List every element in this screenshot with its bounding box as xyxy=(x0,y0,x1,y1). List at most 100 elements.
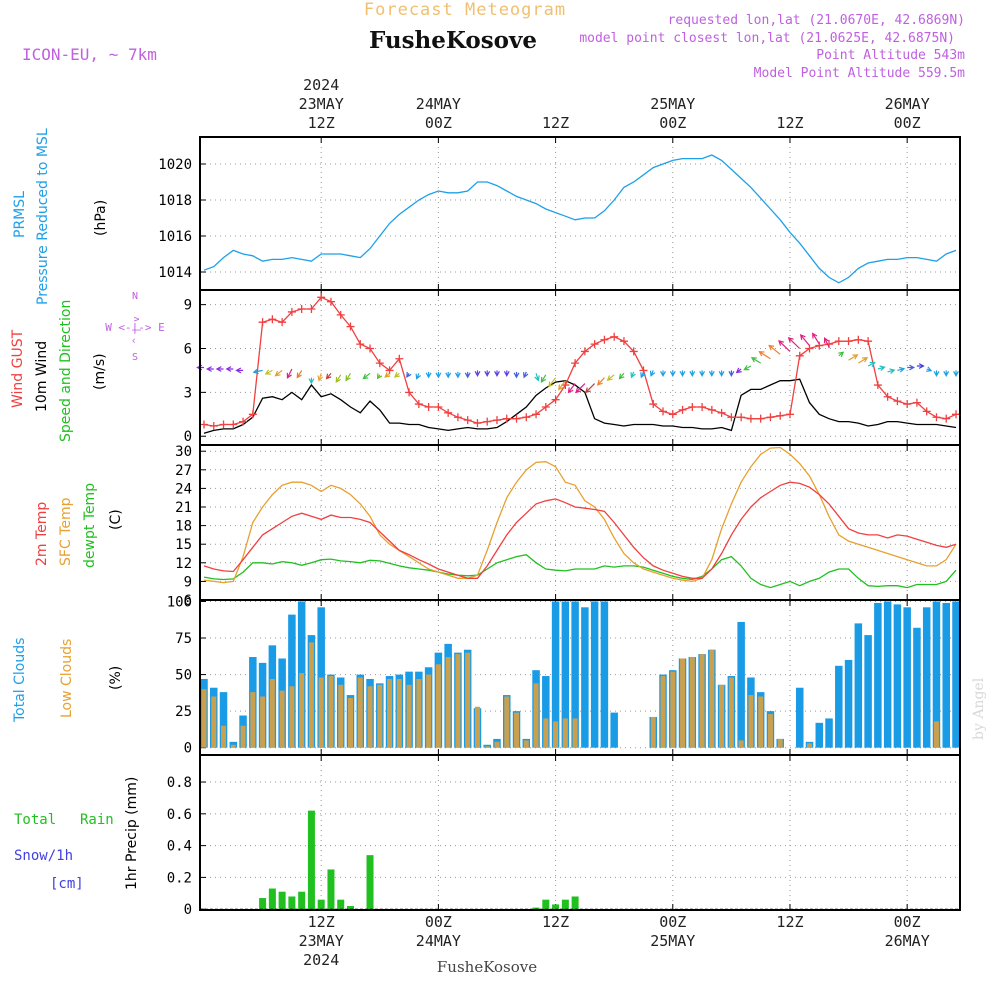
wind-direction-arrow xyxy=(649,370,656,377)
gust-marker xyxy=(375,359,384,368)
low-clouds-bar xyxy=(572,718,578,748)
total-clouds-bar xyxy=(922,607,931,748)
gust-marker xyxy=(326,297,335,306)
gust-marker xyxy=(815,341,824,350)
low-clouds-bar xyxy=(269,678,275,748)
gust-marker xyxy=(356,340,365,349)
rain-bar xyxy=(259,898,267,910)
low-clouds-bar xyxy=(250,692,256,748)
low-clouds-bar xyxy=(338,684,344,748)
gust-marker xyxy=(414,400,423,409)
gust-marker xyxy=(483,417,492,426)
low-clouds-bar xyxy=(455,654,461,748)
low-clouds-bar xyxy=(709,649,715,748)
wind-direction-arrow xyxy=(494,370,500,377)
wind-direction-arrow xyxy=(660,370,666,377)
low-clouds-bar xyxy=(689,657,695,748)
gust-marker xyxy=(903,400,912,409)
gust-marker xyxy=(551,395,560,404)
gust-marker xyxy=(659,407,668,416)
rain-bar xyxy=(298,891,306,910)
time-label: 12Z xyxy=(776,114,803,132)
rain-bar xyxy=(278,891,286,910)
temperature-ytick-label: 27 xyxy=(175,463,192,479)
temperature-ytick-label: 21 xyxy=(175,500,192,516)
clouds-panel: 0 25 50 75 100 xyxy=(167,594,960,757)
time-label: 00Z xyxy=(425,114,452,132)
wind-direction-arrow xyxy=(558,380,566,391)
low-clouds-bar xyxy=(514,712,520,748)
gust-marker xyxy=(893,397,902,406)
low-clouds-bar xyxy=(562,718,568,748)
wind-direction-arrow xyxy=(215,366,224,372)
gust-marker xyxy=(707,405,716,414)
total-clouds-bar xyxy=(610,712,618,748)
wind-direction-arrow xyxy=(584,383,596,394)
snow-label: Snow/1h xyxy=(14,848,73,864)
time-label: 2024 xyxy=(303,951,339,969)
low-clouds-bar xyxy=(533,683,539,748)
pressure-frame xyxy=(199,136,961,291)
gust-marker xyxy=(248,410,257,419)
wind-direction-arrow xyxy=(345,372,352,382)
total-clouds-bar xyxy=(952,601,960,748)
model-name: ICON-EU, ~ 7km xyxy=(22,45,157,64)
gust-marker xyxy=(795,351,804,360)
total-clouds-bar xyxy=(864,635,872,748)
total-clouds-bar xyxy=(913,627,921,748)
model-point-altitude: Model Point Altitude 559.5m xyxy=(754,66,965,81)
wind-direction-arrow xyxy=(393,372,400,378)
prmsl-line xyxy=(203,154,957,284)
gust-marker xyxy=(883,392,892,401)
wind-direction-arrow xyxy=(735,367,742,374)
wind-direction-arrow xyxy=(877,365,886,372)
temperature-panel-labels: 2m Temp SFC Temp dewpt Temp (C) xyxy=(34,483,124,568)
low-clouds-bar xyxy=(494,741,500,748)
wind-direction-arrow xyxy=(540,374,547,383)
sfc-label: SFC Temp xyxy=(58,497,74,566)
precip-unit: 1hr Precip (mm) xyxy=(124,777,140,890)
total-clouds-bar xyxy=(835,665,843,748)
wind-direction-arrow xyxy=(575,383,586,394)
dew-label: dewpt Temp xyxy=(82,483,98,568)
gust-marker xyxy=(932,413,941,422)
clouds-panel-labels: Total Clouds Low Clouds (%) xyxy=(12,638,124,723)
wind-direction-arrow xyxy=(718,370,725,377)
total-clouds-label: Total Clouds xyxy=(12,638,28,723)
low-clouds-bar xyxy=(201,689,207,748)
total-clouds-bar xyxy=(600,601,609,748)
wind-direction-arrow xyxy=(425,371,432,379)
wind-direction-arrow xyxy=(503,370,510,377)
gust-marker xyxy=(619,337,628,346)
temperature-ytick-label: 24 xyxy=(175,481,192,497)
wind-ytick-label: 6 xyxy=(184,341,192,357)
precip-ytick-label: 0.4 xyxy=(167,839,192,855)
temperature-ytick-label: 30 xyxy=(175,444,192,460)
wind-direction-arrow xyxy=(812,332,820,345)
low-clouds-bar xyxy=(767,714,773,748)
wind-direction-arrow xyxy=(916,363,925,369)
gust-marker xyxy=(278,318,287,327)
point-altitude: Point Altitude 543m xyxy=(816,48,965,63)
gust-marker xyxy=(512,414,521,423)
gust-marker xyxy=(912,398,921,407)
compass-s: S xyxy=(132,352,138,363)
low-clouds-bar xyxy=(426,674,432,748)
gust-marker xyxy=(287,307,296,316)
wind-direction-arrow xyxy=(523,371,529,379)
wind-direction-arrow xyxy=(848,354,859,361)
gust-marker xyxy=(834,337,843,346)
total-clouds-bar xyxy=(737,621,745,748)
low-clouds-bar xyxy=(474,706,480,748)
low-clouds-bar xyxy=(387,678,393,748)
low-clouds-bar xyxy=(728,677,734,748)
gust-marker xyxy=(336,310,345,319)
wind-direction-arrow xyxy=(567,383,576,394)
wind-direction-arrow xyxy=(823,337,830,348)
gust-marker xyxy=(268,315,277,324)
gust-marker xyxy=(297,305,306,314)
wind-direction-arrow xyxy=(513,371,520,379)
station-name: FusheKosove xyxy=(369,27,537,54)
rain-bar xyxy=(552,904,560,910)
